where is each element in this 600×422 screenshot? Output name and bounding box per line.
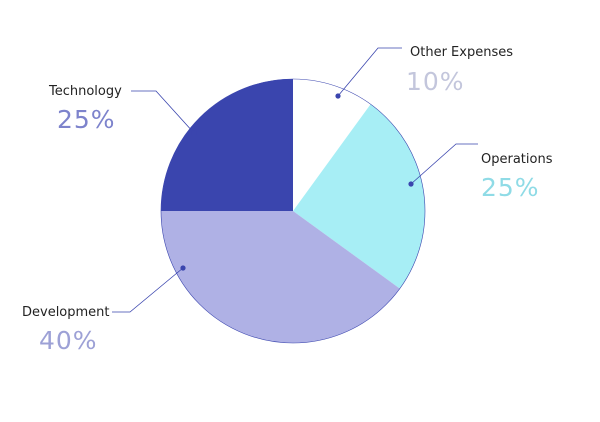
percent-other-expenses: 10%: [406, 67, 465, 96]
leader-line-other-expenses: [337, 47, 402, 97]
slice-technology: [161, 79, 293, 211]
leader-dot-other-expenses: [335, 93, 341, 99]
slice-operations: [293, 104, 425, 289]
slice-labels: Other Expenses 10% Operations 25% Develo…: [22, 45, 553, 355]
pie-outline: [160, 78, 426, 344]
label-other-expenses: Other Expenses: [410, 45, 513, 60]
leader-line-operations: [410, 143, 478, 185]
label-technology: Technology: [48, 84, 122, 99]
leader-line-development: [112, 267, 184, 313]
percent-operations: 25%: [481, 173, 540, 202]
slice-other-expenses: [293, 79, 371, 211]
pie-slices: [161, 79, 425, 343]
percent-technology: 25%: [57, 105, 116, 134]
label-development: Development: [22, 305, 110, 320]
leader-dot-operations: [408, 181, 414, 187]
slice-development: [161, 211, 400, 343]
leader-dot-development: [180, 265, 186, 271]
leader-line-technology: [131, 90, 195, 134]
leader-dot-technology: [191, 130, 197, 136]
pie-outline-circle: [160, 78, 426, 344]
label-operations: Operations: [481, 152, 553, 167]
leader-lines: [112, 47, 478, 313]
percent-development: 40%: [39, 326, 98, 355]
